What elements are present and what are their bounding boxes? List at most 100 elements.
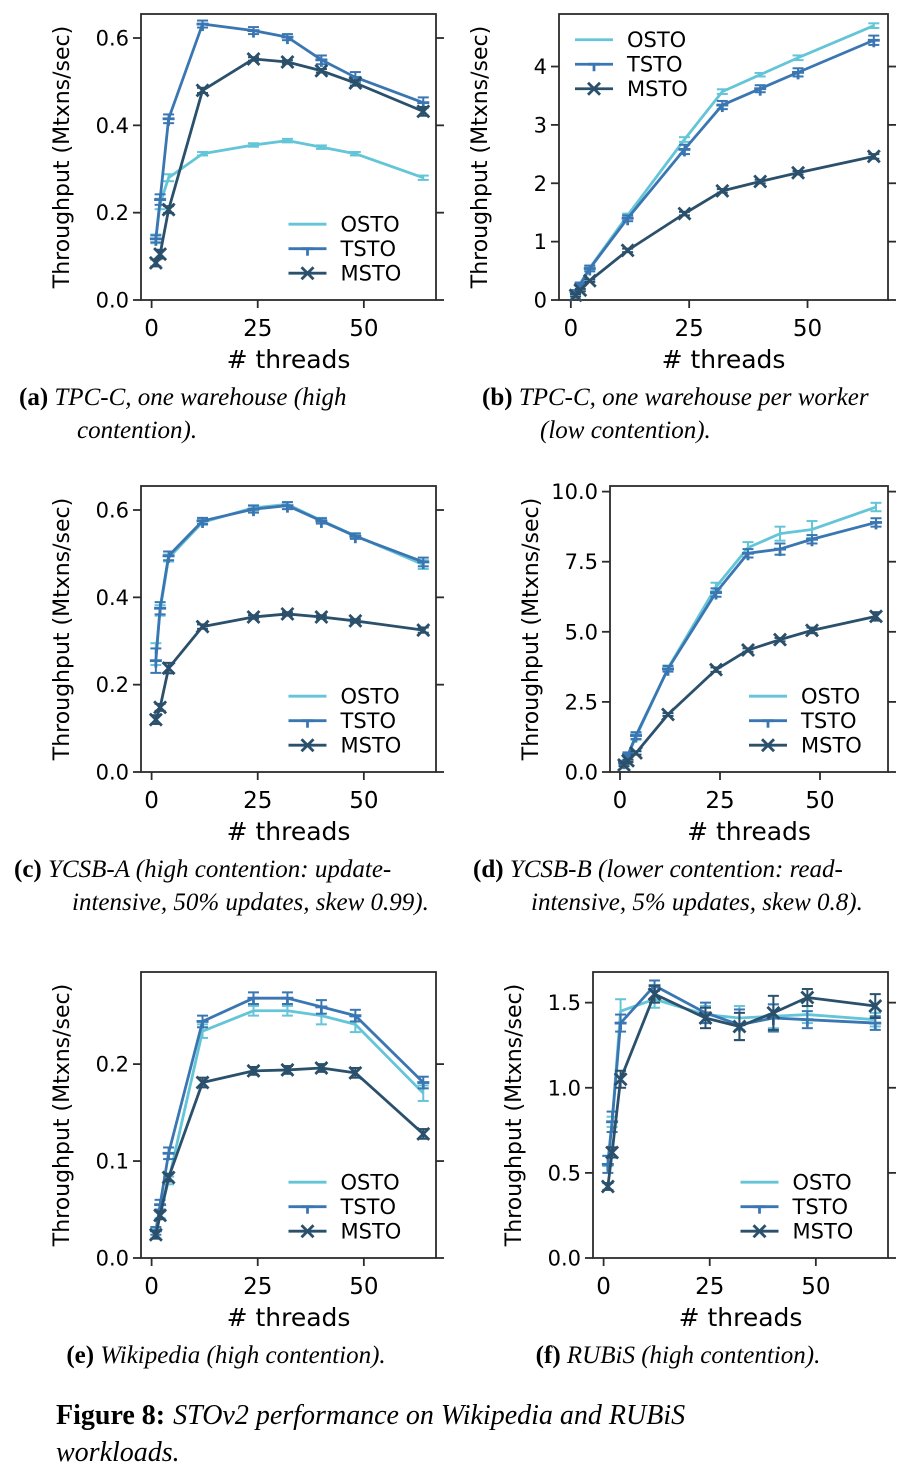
subcaption-d-text: YCSB-B (lower contention: read-intensive… bbox=[509, 856, 863, 916]
svg-text:MSTO: MSTO bbox=[341, 734, 402, 758]
svg-text:OSTO: OSTO bbox=[341, 1171, 400, 1195]
svg-text:0: 0 bbox=[596, 1274, 611, 1300]
subcaption-e-label: (e) bbox=[66, 1342, 95, 1369]
subfigure-d: 0.0 2.5 5.0 7.5 10.0 0 25 50 Throughput (Mtxns/s… bbox=[452, 472, 904, 958]
svg-text:TSTO: TSTO bbox=[626, 53, 683, 77]
svg-text:25: 25 bbox=[243, 1274, 272, 1300]
svg-text:0.2: 0.2 bbox=[96, 201, 129, 225]
svg-text:0.6: 0.6 bbox=[96, 499, 129, 523]
svg-text:MSTO: MSTO bbox=[627, 77, 688, 101]
svg-text:TSTO: TSTO bbox=[800, 709, 857, 733]
subcaption-e-text: Wikipedia (high contention). bbox=[100, 1342, 386, 1369]
svg-text:Throughput (Mtxns/sec): Throughput (Mtxns/sec) bbox=[468, 26, 493, 290]
figure-caption-text: STOv2 performance on Wikipedia and RUBiS… bbox=[56, 1400, 686, 1468]
svg-text:OSTO: OSTO bbox=[793, 1171, 852, 1195]
svg-text:50: 50 bbox=[805, 788, 834, 814]
svg-text:# threads: # threads bbox=[227, 345, 351, 374]
svg-text:0.5: 0.5 bbox=[548, 1161, 581, 1185]
svg-text:0: 0 bbox=[613, 788, 628, 814]
svg-text:0.2: 0.2 bbox=[96, 1053, 129, 1077]
svg-text:TSTO: TSTO bbox=[340, 237, 397, 261]
svg-text:# threads: # threads bbox=[687, 817, 811, 846]
svg-text:MSTO: MSTO bbox=[793, 1220, 854, 1244]
svg-text:OSTO: OSTO bbox=[801, 685, 860, 709]
svg-text:Throughput (Mtxns/sec): Throughput (Mtxns/sec) bbox=[50, 498, 75, 762]
svg-text:TSTO: TSTO bbox=[792, 1195, 849, 1219]
subcaption-f-label: (f) bbox=[535, 1342, 561, 1369]
chart-e-wikipedia: 0.0 0.1 0.2 0 25 50 Throughput (Mtxns/sec) # th… bbox=[50, 971, 444, 1332]
svg-text:50: 50 bbox=[793, 316, 822, 342]
svg-text:50: 50 bbox=[349, 316, 378, 342]
chart-f-rubis: 0.0 0.5 1.0 1.5 0 25 50 Throughput (Mtxns/sec) #… bbox=[502, 971, 896, 1332]
svg-text:0: 0 bbox=[534, 289, 547, 313]
svg-text:Throughput (Mtxns/sec): Throughput (Mtxns/sec) bbox=[50, 26, 75, 290]
chart-b-tpcc-low-contention: 0 1 2 3 4 0 25 50 Throughput (Mtxns/sec) # thread… bbox=[468, 13, 896, 374]
subcaption-a: (a) TPC-C, one warehouse (high contentio… bbox=[19, 382, 433, 447]
svg-text:Throughput (Mtxns/sec): Throughput (Mtxns/sec) bbox=[50, 984, 75, 1248]
svg-text:5.0: 5.0 bbox=[565, 620, 598, 644]
svg-text:25: 25 bbox=[675, 316, 704, 342]
subcaption-c-label: (c) bbox=[14, 856, 42, 883]
svg-text:0: 0 bbox=[564, 316, 579, 342]
svg-text:# threads: # threads bbox=[662, 345, 786, 374]
svg-text:MSTO: MSTO bbox=[341, 1220, 402, 1244]
figure-caption-label: Figure 8: bbox=[56, 1400, 166, 1431]
subcaption-b-text: TPC-C, one warehouse per worker (low con… bbox=[518, 384, 869, 444]
subcaption-e: (e) Wikipedia (high contention). bbox=[66, 1340, 385, 1373]
svg-text:Throughput (Mtxns/sec): Throughput (Mtxns/sec) bbox=[519, 498, 544, 762]
subcaption-d-label: (d) bbox=[473, 856, 504, 883]
subfigure-f: 0.0 0.5 1.0 1.5 0 25 50 Throughput (Mtxns/sec) #… bbox=[452, 958, 904, 1376]
svg-text:1.5: 1.5 bbox=[548, 991, 581, 1015]
svg-text:2: 2 bbox=[534, 172, 547, 196]
svg-text:0.1: 0.1 bbox=[96, 1150, 129, 1174]
svg-text:0.0: 0.0 bbox=[96, 761, 129, 785]
subcaption-a-label: (a) bbox=[19, 384, 49, 411]
svg-text:OSTO: OSTO bbox=[341, 213, 400, 237]
svg-text:0.0: 0.0 bbox=[96, 1247, 129, 1271]
subcaption-f: (f) RUBiS (high contention). bbox=[536, 1340, 821, 1373]
svg-text:MSTO: MSTO bbox=[341, 262, 402, 286]
svg-text:TSTO: TSTO bbox=[340, 1195, 397, 1219]
chart-d-ycsb-b: 0.0 2.5 5.0 7.5 10.0 0 25 50 Throughput (Mtxns/s… bbox=[519, 480, 896, 846]
subcaption-a-text: TPC-C, one warehouse (high contention). bbox=[54, 384, 347, 444]
figure-caption: Figure 8: STOv2 performance on Wikipedia … bbox=[56, 1398, 800, 1472]
svg-text:1.0: 1.0 bbox=[548, 1076, 581, 1100]
svg-text:0.0: 0.0 bbox=[96, 289, 129, 313]
svg-text:25: 25 bbox=[243, 316, 272, 342]
svg-text:0: 0 bbox=[144, 316, 159, 342]
svg-text:1: 1 bbox=[534, 230, 547, 254]
svg-text:0.0: 0.0 bbox=[565, 761, 598, 785]
subcaption-b: (b) TPC-C, one warehouse per worker (low… bbox=[482, 382, 874, 447]
subcaption-d: (d) YCSB-B (lower contention: read-inten… bbox=[473, 854, 883, 919]
svg-text:0.4: 0.4 bbox=[96, 586, 129, 610]
subfigure-c: 0.0 0.2 0.4 0.6 0 25 50 Throughput (Mtxns/sec) #… bbox=[0, 472, 452, 958]
svg-text:MSTO: MSTO bbox=[801, 734, 862, 758]
subfigure-e: 0.0 0.1 0.2 0 25 50 Throughput (Mtxns/sec) # th… bbox=[0, 958, 452, 1376]
svg-text:Throughput (Mtxns/sec): Throughput (Mtxns/sec) bbox=[502, 984, 527, 1248]
svg-text:0: 0 bbox=[144, 788, 159, 814]
svg-text:0.2: 0.2 bbox=[96, 673, 129, 697]
svg-text:# threads: # threads bbox=[227, 1303, 351, 1332]
svg-text:OSTO: OSTO bbox=[341, 685, 400, 709]
svg-text:7.5: 7.5 bbox=[565, 550, 598, 574]
chart-c-ycsb-a: 0.0 0.2 0.4 0.6 0 25 50 Throughput (Mtxns/sec) #… bbox=[50, 485, 444, 846]
svg-text:0.4: 0.4 bbox=[96, 114, 129, 138]
svg-text:10.0: 10.0 bbox=[551, 480, 598, 504]
svg-text:25: 25 bbox=[695, 1274, 724, 1300]
svg-text:25: 25 bbox=[243, 788, 272, 814]
svg-text:2.5: 2.5 bbox=[565, 690, 598, 714]
svg-text:TSTO: TSTO bbox=[340, 709, 397, 733]
svg-text:# threads: # threads bbox=[227, 817, 351, 846]
subfigure-grid: 0.0 0.2 0.4 0.6 0 25 50 Throughput (Mtxns/sec) #… bbox=[0, 0, 904, 1376]
svg-text:# threads: # threads bbox=[679, 1303, 803, 1332]
svg-text:0.6: 0.6 bbox=[96, 27, 129, 51]
svg-text:25: 25 bbox=[705, 788, 734, 814]
subcaption-b-label: (b) bbox=[482, 384, 513, 411]
subcaption-c-text: YCSB-A (high contention: update-intensiv… bbox=[48, 856, 429, 916]
subfigure-b: 0 1 2 3 4 0 25 50 Throughput (Mtxns/sec) # thread… bbox=[452, 0, 904, 472]
subfigure-a: 0.0 0.2 0.4 0.6 0 25 50 Throughput (Mtxns/sec) #… bbox=[0, 0, 452, 472]
svg-text:0: 0 bbox=[144, 1274, 159, 1300]
svg-text:0.0: 0.0 bbox=[548, 1247, 581, 1271]
svg-text:50: 50 bbox=[801, 1274, 830, 1300]
